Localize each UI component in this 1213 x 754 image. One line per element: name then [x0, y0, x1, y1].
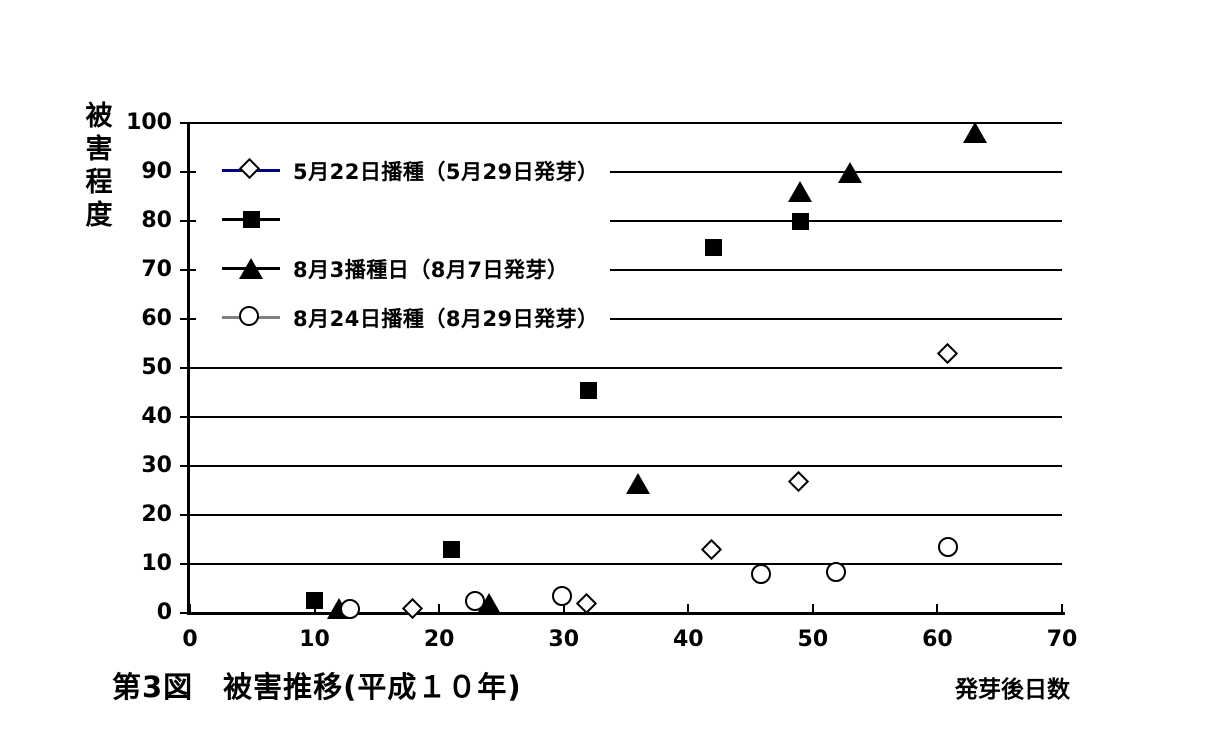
gridline — [190, 416, 1062, 418]
x-tick-label: 70 — [1046, 627, 1078, 652]
x-tick-label: 60 — [922, 627, 953, 652]
gridline — [190, 171, 1062, 173]
legend-label: 8月3播種日（8月7日発芽） — [293, 257, 569, 282]
y-axis-line — [187, 122, 190, 614]
circle-marker-icon — [239, 305, 259, 326]
gridline — [190, 563, 1062, 565]
data-point-marker — [825, 561, 846, 582]
legend-marker-line — [222, 157, 280, 180]
y-tick-label: 50 — [141, 355, 172, 380]
data-point-marker — [788, 181, 813, 203]
data-point-marker — [700, 539, 722, 561]
x-axis-tick — [562, 604, 565, 613]
plot-area: 5月22日播種（5月29日発芽） 8月3播種日（8月7日発芽） 8月24日播種（8月… — [190, 122, 1062, 620]
gridline — [190, 122, 1062, 124]
y-axis-tick — [180, 220, 187, 222]
x-tick-label: 10 — [299, 627, 330, 652]
gridline — [190, 514, 1062, 516]
data-point-marker — [791, 212, 809, 230]
y-axis-tick — [180, 465, 187, 467]
data-point-marker — [551, 586, 572, 607]
data-point-marker — [306, 592, 324, 610]
data-point-marker — [626, 472, 651, 494]
y-tick-label: 40 — [141, 404, 172, 429]
y-tick-label: 100 — [126, 110, 172, 135]
y-axis-tick — [180, 367, 187, 369]
legend-item: 5月22日播種（5月29日発芽） — [196, 146, 610, 195]
data-point-marker — [962, 122, 987, 144]
x-tick-label: 50 — [797, 627, 829, 652]
gridline — [190, 367, 1062, 369]
y-tick-label: 70 — [141, 257, 172, 282]
x-axis-tick — [1061, 604, 1063, 613]
gridline — [190, 220, 1062, 222]
legend-item: 8月24日播種（8月29日発芽） — [196, 293, 610, 342]
y-tick-label: 90 — [141, 159, 172, 184]
y-axis-tick — [180, 416, 187, 418]
data-point-marker — [937, 537, 958, 558]
x-tick-label: 0 — [182, 627, 198, 652]
data-point-marker — [443, 540, 461, 558]
data-point-marker — [339, 598, 360, 619]
gridline — [190, 465, 1062, 467]
x-axis-tick — [313, 604, 316, 613]
data-point-marker — [580, 381, 598, 399]
chart-title: 第3図 被害推移(平成１０年) — [112, 670, 522, 704]
y-axis-title: 被害程度 — [85, 101, 113, 231]
square-marker-icon — [242, 211, 260, 228]
y-tick-label: 30 — [141, 453, 172, 478]
triangle-marker-icon — [239, 258, 263, 279]
x-tick-label: 40 — [672, 627, 704, 652]
x-axis-tick — [687, 604, 690, 613]
y-tick-label: 80 — [141, 208, 172, 233]
data-point-marker — [576, 593, 598, 615]
legend-marker-line — [222, 305, 280, 326]
gridline — [190, 269, 1062, 271]
data-point-marker — [464, 591, 485, 612]
legend-marker-line — [222, 258, 280, 279]
x-tick-label: 20 — [423, 627, 455, 652]
y-tick-label: 10 — [141, 551, 172, 576]
y-axis-tick — [180, 122, 187, 124]
diamond-marker-icon — [238, 157, 260, 180]
data-point-marker — [751, 564, 772, 585]
y-axis-tick — [180, 318, 187, 320]
x-axis-tick — [811, 604, 814, 613]
x-axis-tick — [438, 604, 441, 613]
legend-marker-line — [222, 211, 280, 228]
data-point-marker — [787, 470, 809, 492]
x-axis-unit-label: 発芽後日数 — [955, 677, 1070, 703]
data-point-marker — [937, 343, 959, 365]
x-tick-label: 30 — [548, 627, 580, 652]
y-tick-label: 20 — [141, 502, 172, 527]
y-axis-tick — [180, 563, 187, 565]
y-axis-tick — [180, 269, 187, 271]
y-axis-tick — [180, 612, 187, 614]
x-axis-tick — [936, 604, 939, 613]
y-tick-label: 60 — [141, 306, 172, 331]
data-point-marker — [704, 239, 722, 257]
legend-item — [196, 195, 610, 244]
y-axis-tick — [180, 171, 187, 173]
legend-label: 5月22日播種（5月29日発芽） — [293, 159, 599, 184]
gridline — [190, 318, 1062, 320]
legend-item: 8月3播種日（8月7日発芽） — [196, 244, 610, 293]
x-axis-tick — [189, 604, 191, 613]
data-point-marker — [838, 161, 863, 183]
x-axis-line — [187, 612, 1065, 615]
y-tick-label: 0 — [156, 600, 172, 625]
y-axis-tick — [180, 514, 187, 516]
legend-label: 8月24日播種（8月29日発芽） — [293, 306, 599, 331]
data-point-marker — [401, 597, 423, 620]
legend: 5月22日播種（5月29日発芽） 8月3播種日（8月7日発芽） 8月24日播種（8月… — [196, 146, 610, 342]
